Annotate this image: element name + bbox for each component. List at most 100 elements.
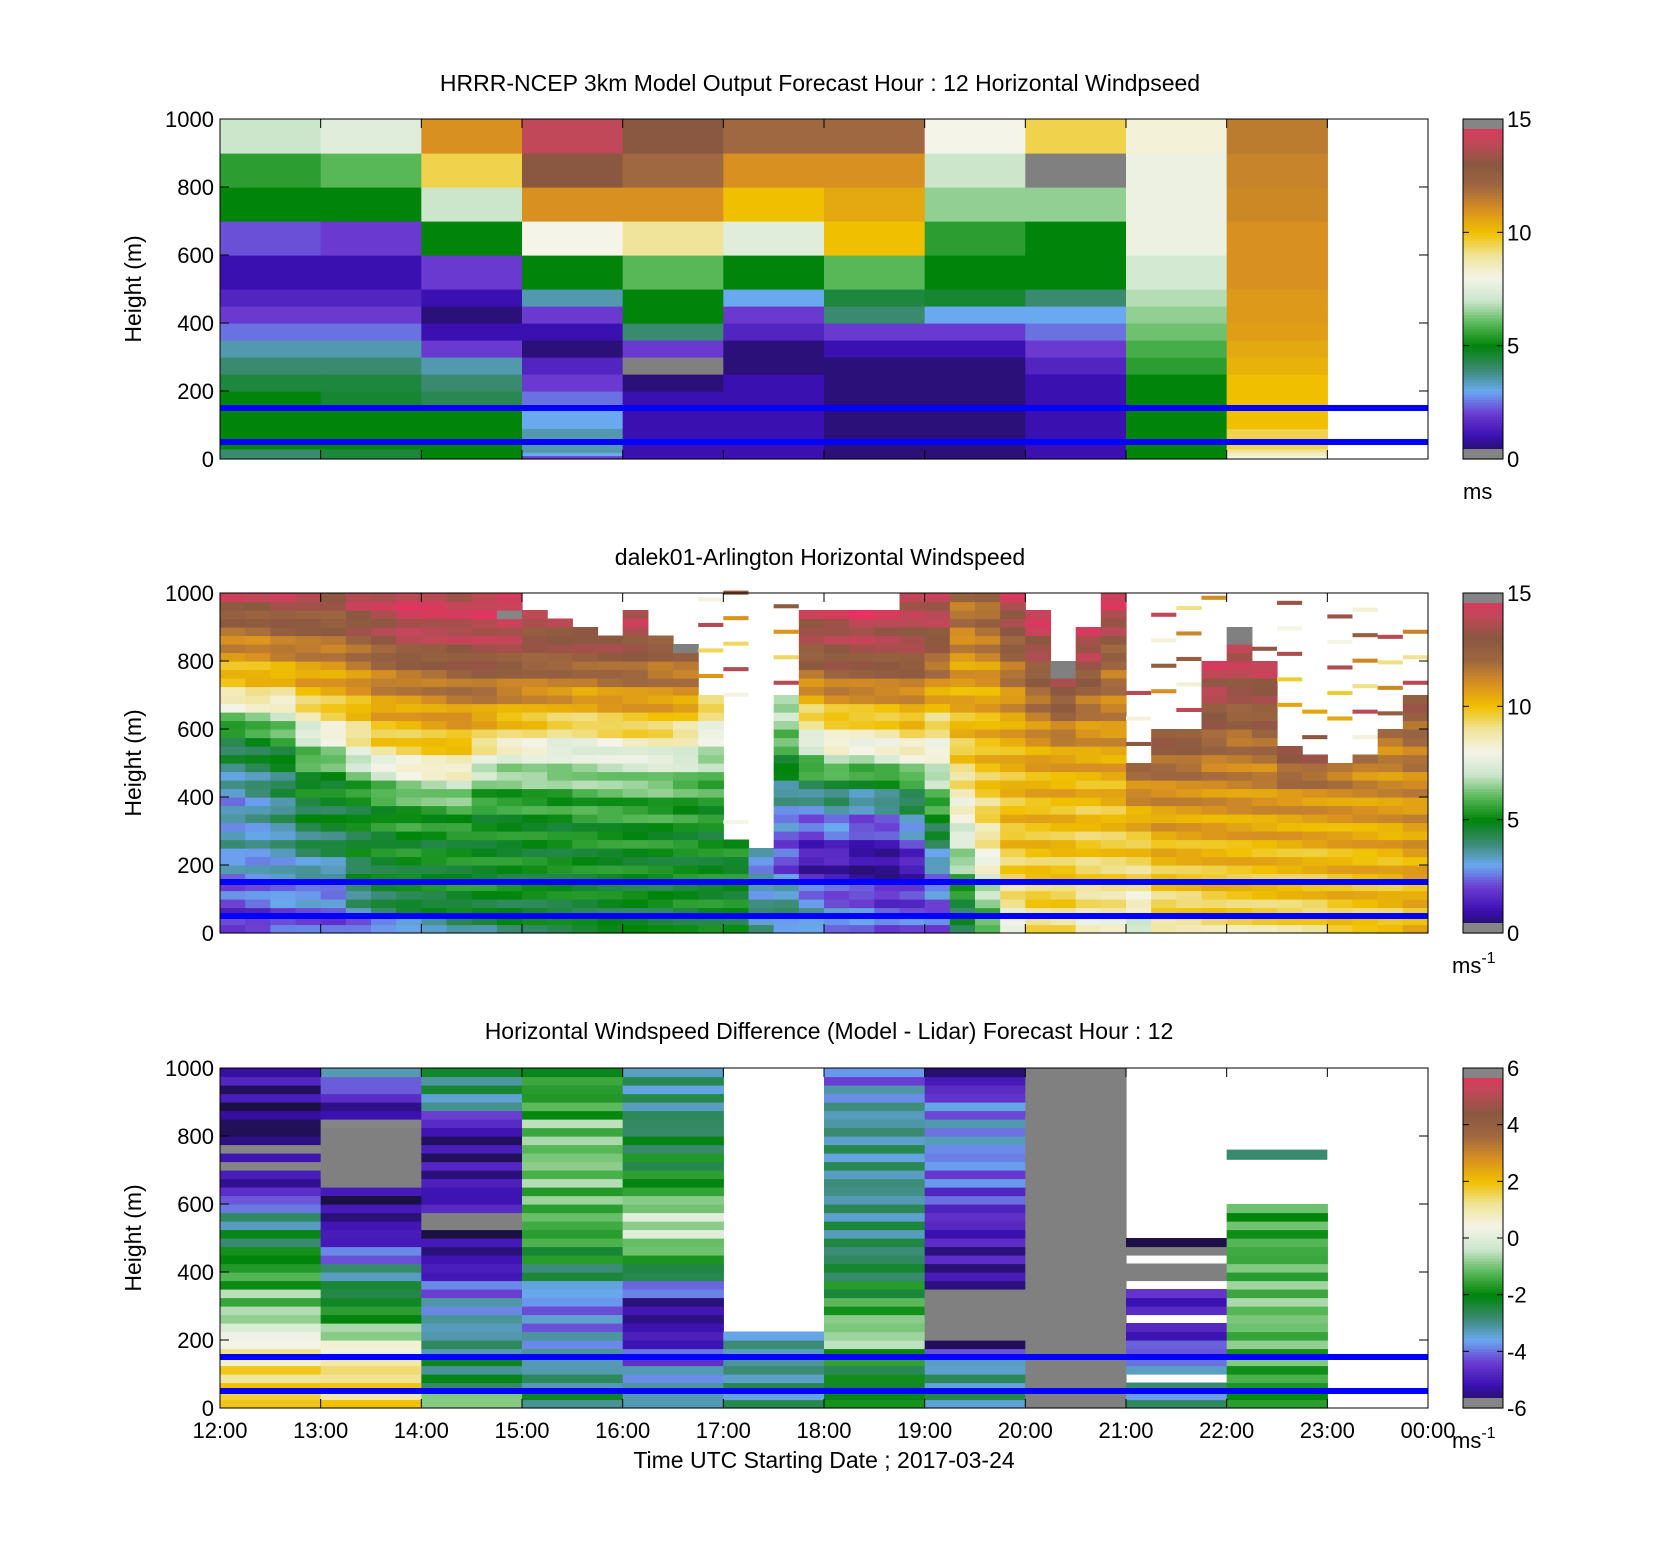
heatmap-cell <box>421 601 448 611</box>
heatmap-cell <box>698 814 724 824</box>
heatmap-cell <box>220 289 322 307</box>
heatmap-cell <box>220 119 322 154</box>
heatmap-cell <box>924 1306 1026 1316</box>
heatmap-cell <box>522 882 548 892</box>
heatmap-cell <box>924 1221 1026 1231</box>
y-axis-label: Height (m) <box>120 1184 146 1291</box>
reference-lines <box>220 405 1428 445</box>
heatmap-cell <box>698 907 724 917</box>
heatmap-cell <box>1251 831 1278 841</box>
heatmap-cell <box>975 899 1001 909</box>
heatmap-cell <box>345 610 372 620</box>
colorbar-segment <box>1463 238 1503 242</box>
colorbar-segment <box>1463 192 1503 197</box>
colorbar-segment <box>1463 1229 1503 1233</box>
heatmap-cell <box>622 1178 724 1188</box>
heatmap-cell <box>824 1263 926 1273</box>
heatmap-cell <box>849 780 875 790</box>
heatmap-cell <box>723 1365 825 1375</box>
heatmap-cell <box>1226 797 1253 807</box>
heatmap-cell <box>1352 805 1379 815</box>
heatmap-cell <box>1151 663 1177 668</box>
heatmap-cell <box>824 1382 926 1392</box>
heatmap-cell <box>270 661 297 671</box>
heatmap-cell <box>345 822 372 832</box>
colorbar-segment <box>1463 138 1503 143</box>
heatmap-cell <box>345 924 372 934</box>
heatmap-cell <box>345 737 372 747</box>
heatmap-cell <box>345 831 372 841</box>
colorbar-segment <box>1463 136 1503 140</box>
heatmap-cell <box>295 899 322 909</box>
heatmap-cell <box>522 1306 624 1316</box>
heatmap-cell <box>798 848 825 858</box>
heatmap-cell <box>320 1323 422 1333</box>
heatmap-cell <box>1025 780 1052 790</box>
heatmap-cell <box>421 916 448 926</box>
heatmap-cell <box>597 865 624 875</box>
heatmap-cell <box>1100 899 1127 909</box>
heatmap-cell <box>270 610 297 620</box>
colorbar-segment <box>1463 760 1503 764</box>
heatmap-cell <box>396 678 422 688</box>
heatmap-cell <box>547 737 573 747</box>
heatmap-cell <box>1126 716 1152 721</box>
heatmap-cell <box>320 856 347 866</box>
heatmap-cell <box>1226 865 1253 875</box>
heatmap-cell <box>1050 771 1077 781</box>
heatmap-cell <box>245 652 271 662</box>
heatmap-cell <box>522 408 624 429</box>
heatmap-cell <box>1126 448 1228 453</box>
colorbar-segment <box>1463 831 1503 835</box>
colorbar-segment <box>1463 147 1503 151</box>
heatmap-cell <box>1176 746 1203 756</box>
heatmap-cell <box>1277 651 1303 656</box>
colorbar-segment <box>1463 794 1503 798</box>
colorbar-segment <box>1463 348 1503 352</box>
heatmap-cell <box>220 306 322 324</box>
heatmap-cell <box>849 746 875 756</box>
colorbar-segment <box>1463 362 1503 367</box>
heatmap-cell <box>1176 822 1203 832</box>
heatmap-cell <box>874 695 901 705</box>
heatmap-cell <box>1226 754 1253 764</box>
heatmap-cell <box>1352 607 1378 612</box>
heatmap-cell <box>1226 187 1328 222</box>
heatmap-cell <box>1100 797 1127 807</box>
colorbar-segment <box>1463 422 1503 426</box>
heatmap-cell <box>1025 1331 1127 1341</box>
heatmap-cell <box>698 916 724 926</box>
colorbar-segment <box>1463 170 1503 174</box>
heatmap-cell <box>924 1255 1026 1265</box>
heatmap-cell <box>1000 746 1026 756</box>
heatmap-cell <box>924 448 1026 453</box>
heatmap-cell <box>270 839 297 849</box>
heatmap-cell <box>698 746 724 756</box>
heatmap-cell <box>849 856 875 866</box>
heatmap-cell <box>320 374 422 392</box>
heatmap-cell <box>1151 612 1177 617</box>
colorbar-unit-label: ms <box>1463 479 1492 504</box>
heatmap-cell <box>522 1170 624 1180</box>
heatmap-cell <box>824 720 850 730</box>
colorbar-segment <box>1463 1201 1503 1205</box>
heatmap-cell <box>1025 255 1127 290</box>
heatmap-cell <box>345 720 372 730</box>
heatmap-cell <box>824 678 850 688</box>
heatmap-cell <box>1151 831 1177 841</box>
heatmap-cell <box>949 669 976 679</box>
heatmap-cell <box>522 455 624 460</box>
colorbar-segment <box>1463 1351 1503 1355</box>
heatmap-cell <box>773 924 800 934</box>
heatmap-cell <box>899 754 926 764</box>
heatmap-cell <box>522 916 548 926</box>
heatmap-cell <box>1176 907 1203 917</box>
heatmap-cell <box>1151 890 1177 900</box>
heatmap-cell <box>924 357 1026 375</box>
heatmap-cell <box>924 593 951 603</box>
heatmap-cell <box>371 644 397 654</box>
colorbar-segment <box>1463 388 1503 392</box>
heatmap-cell <box>1201 924 1228 934</box>
heatmap-cell <box>1402 856 1429 866</box>
x-axis-label: Time UTC Starting Date ; 2017-03-24 <box>633 1447 1015 1473</box>
